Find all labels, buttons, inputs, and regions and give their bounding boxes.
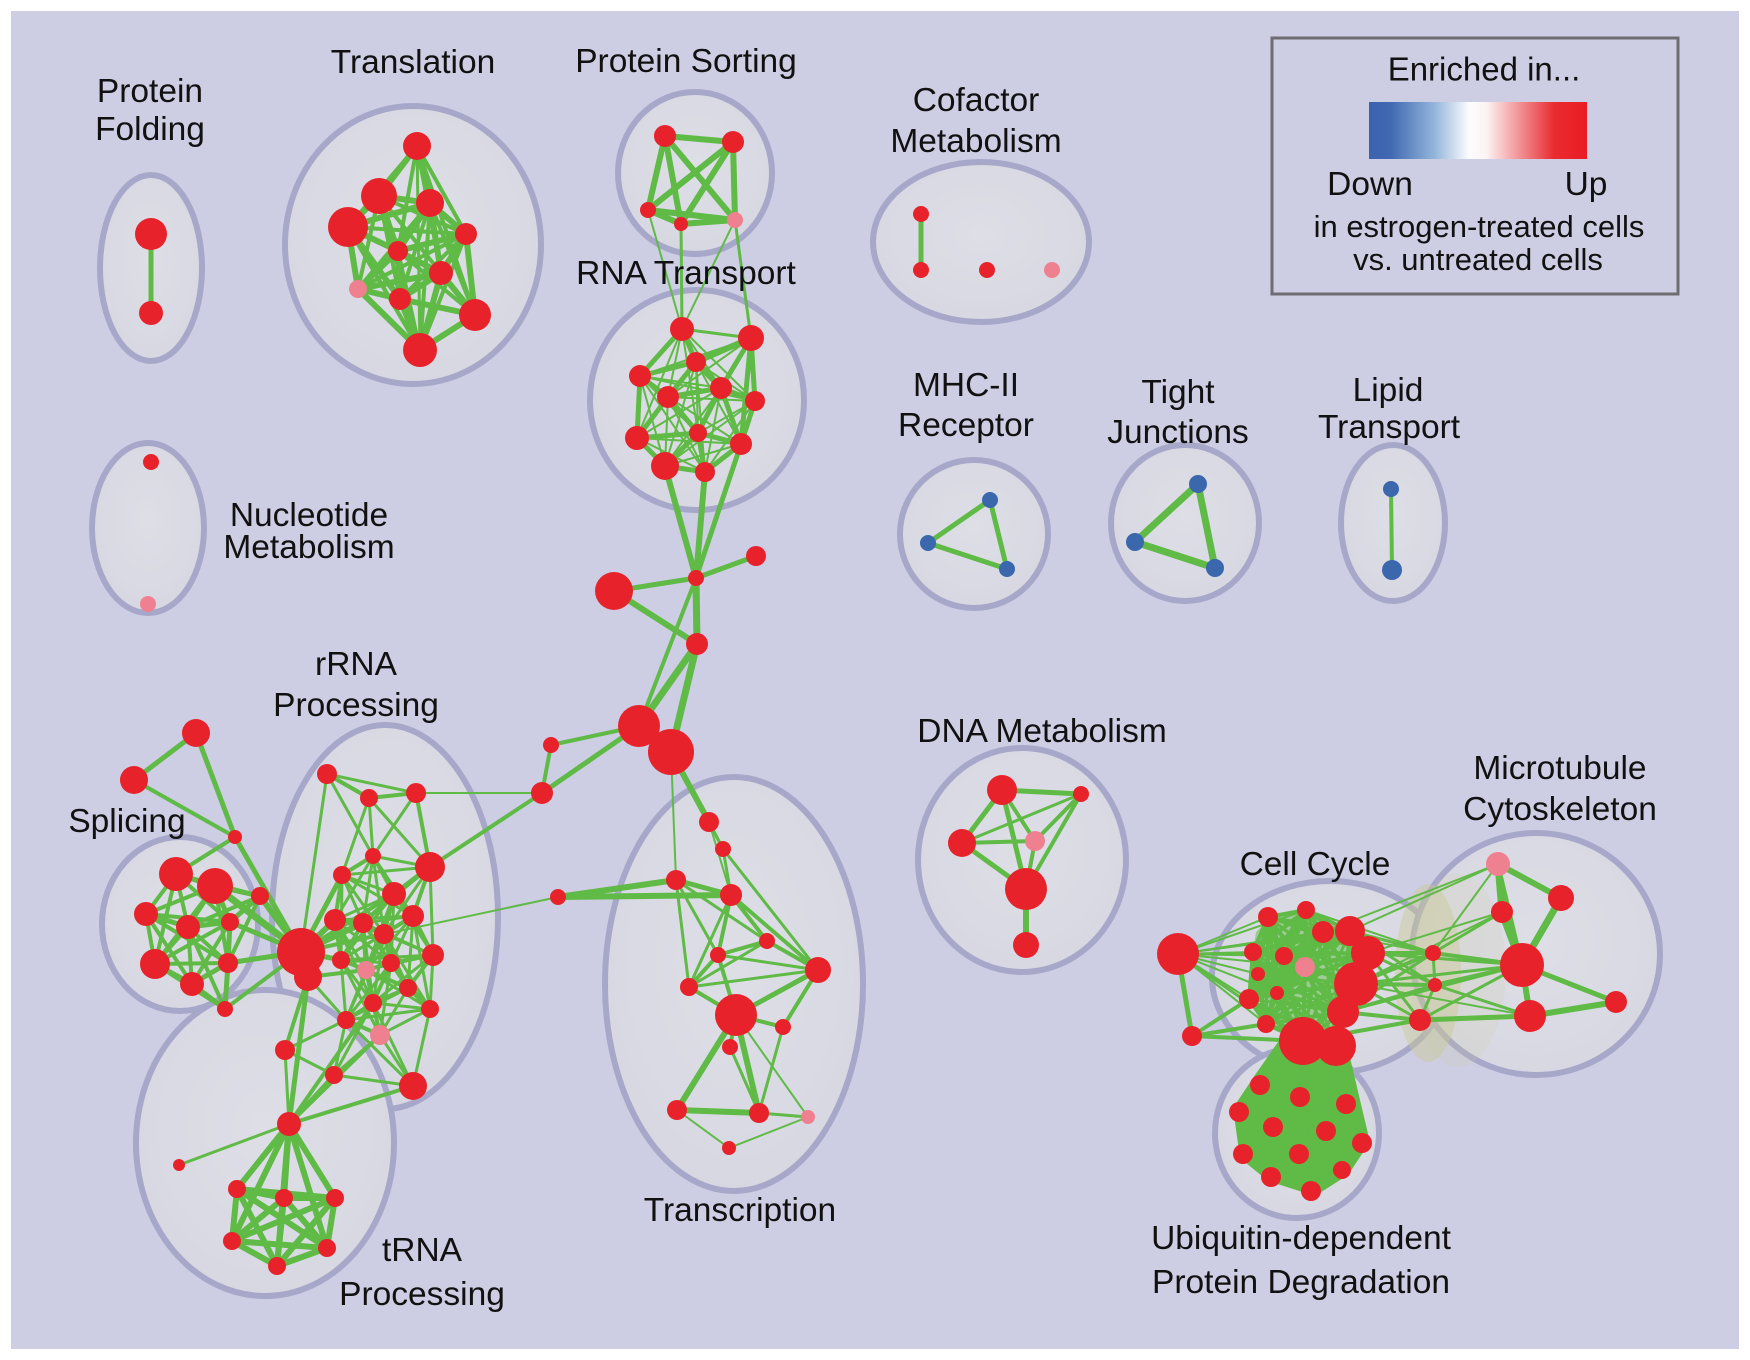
svg-text:Microtubule: Microtubule [1473,750,1646,787]
svg-text:Protein Sorting: Protein Sorting [575,43,797,80]
svg-text:vs. untreated cells: vs. untreated cells [1353,242,1603,277]
svg-text:Protein Degradation: Protein Degradation [1152,1264,1450,1301]
svg-text:in estrogen-treated cells: in estrogen-treated cells [1314,209,1645,244]
svg-text:Metabolism: Metabolism [223,529,394,566]
svg-text:rRNA: rRNA [315,646,398,683]
svg-text:Ubiquitin-dependent: Ubiquitin-dependent [1151,1220,1452,1257]
svg-text:Cofactor: Cofactor [913,82,1040,119]
svg-text:Cytoskeleton: Cytoskeleton [1463,791,1657,828]
svg-text:Up: Up [1565,166,1608,203]
svg-text:Enriched in...: Enriched in... [1388,51,1581,88]
svg-text:Receptor: Receptor [898,407,1034,444]
svg-text:RNA Transport: RNA Transport [576,255,796,292]
svg-text:Transport: Transport [1318,409,1461,446]
svg-text:Protein: Protein [97,73,203,110]
svg-text:Metabolism: Metabolism [890,123,1061,160]
svg-text:Down: Down [1327,166,1413,203]
svg-text:Lipid: Lipid [1353,372,1424,409]
svg-text:Nucleotide: Nucleotide [230,497,388,534]
svg-text:DNA Metabolism: DNA Metabolism [917,713,1166,750]
svg-text:Processing: Processing [339,1276,505,1313]
svg-text:Tight: Tight [1141,374,1215,411]
svg-text:Cell Cycle: Cell Cycle [1240,846,1391,883]
svg-text:Transcription: Transcription [644,1192,836,1229]
svg-text:tRNA: tRNA [382,1232,463,1269]
svg-text:MHC-II: MHC-II [913,367,1019,404]
svg-text:Splicing: Splicing [68,803,185,840]
svg-text:Translation: Translation [331,44,495,81]
svg-text:Folding: Folding [95,111,205,148]
svg-text:Processing: Processing [273,687,439,724]
svg-text:Junctions: Junctions [1107,414,1249,451]
